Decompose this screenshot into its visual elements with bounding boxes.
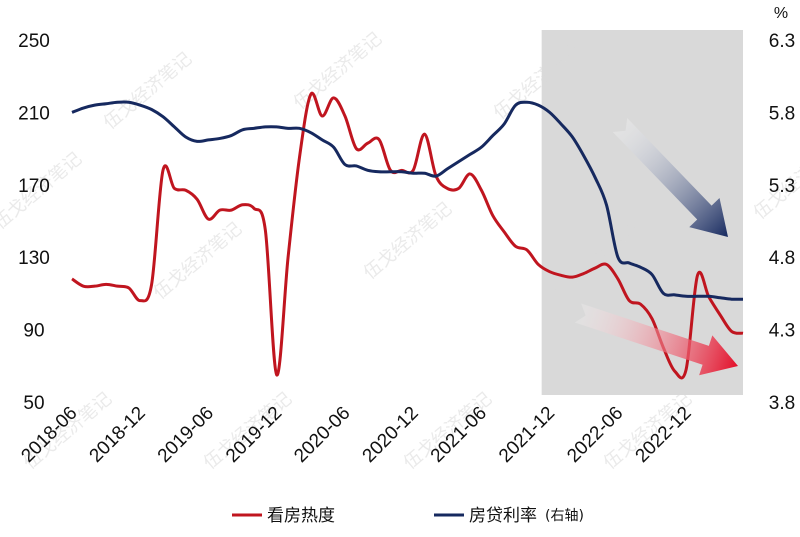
legend-note-rate: (右轴)	[545, 508, 584, 524]
watermark-text: 伍戈经济笔记	[100, 48, 196, 134]
trend-arrows	[574, 118, 739, 376]
y-axis-right-unit: %	[774, 5, 788, 22]
y-left-tick-label: 90	[23, 321, 44, 342]
legend-label-rate: 房贷利率	[469, 506, 537, 526]
x-tick-label: 2020-06	[290, 403, 354, 467]
y-left-tick-label: 170	[18, 176, 50, 197]
series-line-rate	[71, 100, 744, 301]
y-right-tick-label: 3.8	[769, 393, 795, 414]
y-right-tick-label: 5.8	[769, 103, 795, 124]
y-left-tick-label: 50	[23, 393, 44, 414]
legend-label-heat: 看房热度	[267, 506, 335, 526]
y-left-tick-label: 250	[18, 31, 50, 52]
y-axis-left: 50 90 130 170 210 250	[18, 31, 50, 414]
y-right-tick-label: 4.8	[769, 248, 795, 269]
arrow-rate-down	[612, 118, 729, 237]
y-right-tick-label: 6.3	[769, 31, 795, 52]
watermark-text: 伍戈经济笔记	[150, 218, 246, 304]
x-tick-label: 2021-12	[495, 403, 559, 467]
y-right-tick-label: 5.3	[769, 176, 795, 197]
series-lines	[71, 91, 744, 380]
watermark-text: 伍戈经济笔记	[360, 198, 456, 284]
legend: 看房热度 房贷利率 (右轴)	[232, 506, 584, 526]
y-right-tick-label: 4.3	[769, 321, 795, 342]
y-left-tick-label: 130	[18, 248, 50, 269]
y-axis-right: 3.8 4.3 4.8 5.3 5.8 6.3	[769, 31, 795, 414]
arrow-heat-down	[574, 303, 739, 376]
x-axis: 2018-06 2018-12 2019-06 2019-12 2020-06 2020-…	[17, 403, 695, 467]
y-left-tick-label: 210	[18, 103, 50, 124]
